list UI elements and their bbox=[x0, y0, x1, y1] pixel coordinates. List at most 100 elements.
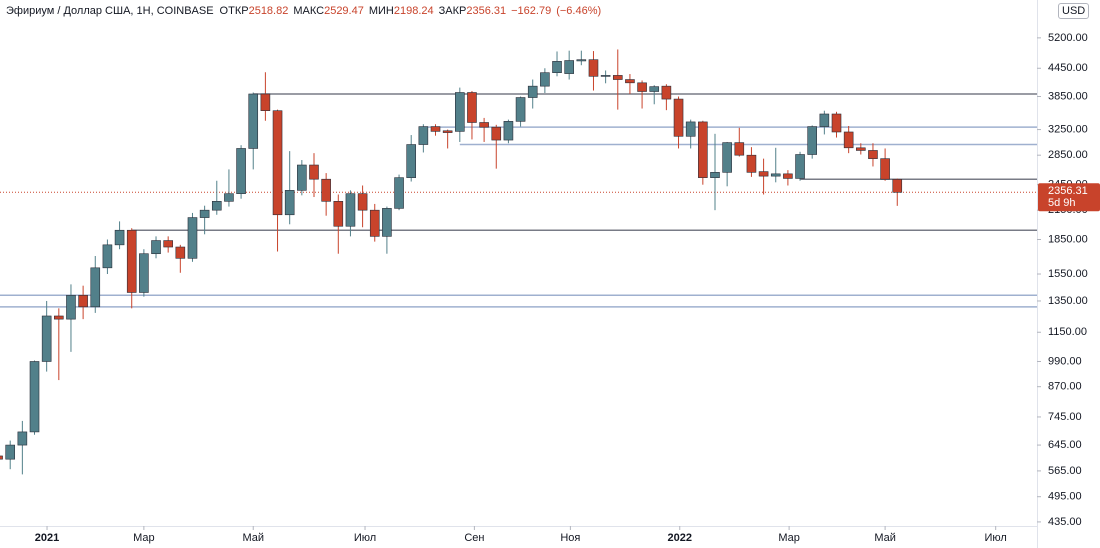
open-value: 2518.82 bbox=[248, 5, 289, 17]
candle-body bbox=[698, 121, 708, 178]
candle-body bbox=[868, 150, 878, 159]
candle-body bbox=[503, 121, 514, 141]
y-tick-label: 3250.00 bbox=[1048, 123, 1088, 135]
countdown: 5d 9h bbox=[1048, 197, 1076, 209]
candle-body bbox=[224, 193, 234, 202]
candle-body bbox=[357, 193, 368, 211]
candle-body bbox=[649, 86, 660, 92]
candle-body bbox=[54, 315, 64, 320]
candle-body bbox=[102, 244, 113, 269]
candle-body bbox=[418, 126, 429, 145]
x-tick-label: 2021 bbox=[35, 532, 59, 544]
y-tick-label: 435.00 bbox=[1048, 516, 1082, 528]
candle-body bbox=[880, 158, 890, 180]
y-tick-label: 1350.00 bbox=[1048, 295, 1088, 307]
candle-body bbox=[187, 217, 198, 259]
candle-body bbox=[260, 93, 271, 111]
candle-body bbox=[455, 92, 465, 132]
candle-body bbox=[297, 164, 307, 191]
close-value: 2356.31 bbox=[466, 5, 507, 17]
candle-body bbox=[661, 85, 672, 100]
candle-body bbox=[770, 173, 781, 177]
candle-body bbox=[783, 173, 793, 179]
candle-body bbox=[479, 122, 489, 128]
candle-body bbox=[746, 154, 757, 173]
candle-body bbox=[430, 126, 441, 132]
candle-body bbox=[588, 59, 599, 77]
candle-body bbox=[151, 240, 161, 255]
candle-body bbox=[831, 113, 842, 133]
candle-body bbox=[0, 455, 3, 460]
candle-body bbox=[199, 209, 210, 218]
candle-body bbox=[78, 294, 88, 308]
y-tick-label: 990.00 bbox=[1048, 355, 1082, 367]
price-badge-value: 2356.31 bbox=[1048, 185, 1088, 197]
x-tick-label: Май bbox=[242, 532, 264, 544]
candle-body bbox=[163, 240, 173, 248]
candle-body bbox=[625, 79, 635, 84]
candle-body bbox=[309, 164, 319, 180]
candle-body bbox=[394, 177, 404, 209]
candle-body bbox=[284, 190, 295, 216]
candle-body bbox=[248, 93, 259, 149]
candle-body bbox=[892, 178, 903, 193]
candle-body bbox=[175, 246, 186, 259]
open-label: ОТКР bbox=[219, 5, 249, 17]
candle-body bbox=[17, 431, 28, 446]
currency-button[interactable]: USD bbox=[1058, 3, 1090, 19]
low-value: 2198.24 bbox=[393, 5, 434, 17]
y-tick-label: 2850.00 bbox=[1048, 149, 1088, 161]
candle-body bbox=[637, 82, 647, 92]
candle-body bbox=[515, 97, 526, 122]
axes: 5200.004450.003850.003250.002850.002450.… bbox=[35, 32, 1100, 544]
candle-body bbox=[406, 144, 417, 178]
y-tick-label: 4450.00 bbox=[1048, 62, 1088, 74]
candle-body bbox=[333, 201, 344, 227]
candle-body bbox=[345, 193, 356, 227]
candle-body bbox=[685, 121, 696, 137]
candle-body bbox=[552, 61, 562, 73]
candle-body bbox=[734, 142, 745, 156]
candle-body bbox=[819, 113, 830, 127]
x-tick-label: Мар bbox=[133, 532, 155, 544]
candle-body bbox=[369, 209, 380, 237]
y-tick-label: 1150.00 bbox=[1048, 326, 1087, 338]
y-tick-label: 1550.00 bbox=[1048, 268, 1088, 280]
candle-body bbox=[467, 92, 477, 123]
candle-body bbox=[90, 267, 101, 308]
high-label: МАКС bbox=[293, 5, 325, 17]
x-tick-label: Ноя bbox=[560, 532, 580, 544]
x-tick-label: 2022 bbox=[668, 532, 692, 544]
candle-body bbox=[382, 208, 392, 237]
low-label: МИН bbox=[368, 5, 394, 17]
candle-body bbox=[491, 126, 502, 141]
close-label: ЗАКР bbox=[438, 5, 467, 17]
plot-area bbox=[0, 49, 1037, 475]
candle-body bbox=[576, 59, 587, 62]
y-tick-label: 5200.00 bbox=[1048, 32, 1088, 44]
candle-body bbox=[856, 147, 866, 151]
x-tick-label: Сен bbox=[464, 532, 484, 544]
y-tick-label: 870.00 bbox=[1048, 381, 1082, 393]
candle-body bbox=[29, 361, 40, 433]
x-tick-label: Мар bbox=[778, 532, 800, 544]
candle-body bbox=[600, 75, 611, 77]
y-tick-label: 3850.00 bbox=[1048, 90, 1088, 102]
y-tick-label: 495.00 bbox=[1048, 491, 1082, 503]
candle-body bbox=[272, 110, 283, 216]
candle-body bbox=[321, 178, 331, 202]
candle-body bbox=[5, 444, 16, 460]
candle-body bbox=[114, 229, 125, 246]
candle-body bbox=[540, 72, 550, 87]
candle-body bbox=[673, 98, 684, 137]
x-tick-label: Май bbox=[874, 532, 896, 544]
candle-body bbox=[126, 229, 137, 293]
legend-header: Эфириум / Доллар США, 1Н, COINBASE ОТКР25… bbox=[4, 4, 609, 18]
change-percent: (−6.46%) bbox=[556, 5, 602, 17]
y-tick-label: 1850.00 bbox=[1048, 233, 1088, 245]
candle-body bbox=[211, 201, 222, 211]
y-tick-label: 645.00 bbox=[1048, 439, 1082, 451]
candle-body bbox=[710, 172, 720, 178]
